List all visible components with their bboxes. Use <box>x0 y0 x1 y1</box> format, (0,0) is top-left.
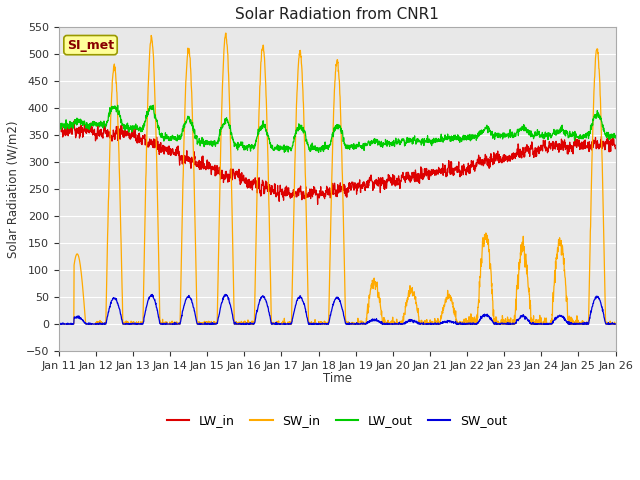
SW_in <box>499 321 507 327</box>
Text: SI_met: SI_met <box>67 38 114 52</box>
SW_out <box>578 321 586 326</box>
SW_in <box>210 321 218 327</box>
Legend: LW_in, SW_in, LW_out, SW_out: LW_in, SW_in, LW_out, SW_out <box>162 409 513 432</box>
SW_out <box>353 321 361 326</box>
LW_out <box>150 102 157 108</box>
LW_in <box>612 145 620 151</box>
SW_out <box>499 321 507 327</box>
SW_in <box>222 30 230 36</box>
SW_in <box>365 295 373 301</box>
LW_in <box>55 129 63 135</box>
SW_in <box>563 293 570 299</box>
LW_out <box>612 132 620 138</box>
LW_out <box>563 128 571 134</box>
Line: LW_in: LW_in <box>59 121 616 204</box>
LW_in <box>314 202 321 207</box>
SW_in <box>578 320 586 325</box>
SW_in <box>612 321 620 327</box>
X-axis label: Time: Time <box>323 372 351 385</box>
LW_in <box>366 178 374 184</box>
SW_out <box>365 319 373 325</box>
Y-axis label: Solar Radiation (W/m2): Solar Radiation (W/m2) <box>7 120 20 258</box>
LW_in <box>563 143 571 148</box>
Title: Solar Radiation from CNR1: Solar Radiation from CNR1 <box>235 7 439 22</box>
LW_out <box>55 125 63 131</box>
SW_in <box>353 321 361 326</box>
SW_out <box>612 321 620 327</box>
LW_out <box>354 143 362 149</box>
LW_in <box>579 145 586 151</box>
Line: LW_out: LW_out <box>59 105 616 153</box>
SW_out <box>563 319 570 324</box>
LW_out <box>366 142 374 147</box>
SW_out <box>55 321 63 327</box>
LW_in <box>70 118 78 124</box>
Line: SW_out: SW_out <box>59 294 616 324</box>
SW_out <box>210 321 218 327</box>
LW_out <box>315 150 323 156</box>
LW_in <box>211 166 218 172</box>
LW_in <box>500 153 508 158</box>
LW_out <box>211 140 218 145</box>
SW_out <box>221 291 229 297</box>
LW_in <box>354 185 362 191</box>
SW_in <box>55 321 63 327</box>
LW_out <box>579 135 586 141</box>
LW_out <box>500 132 508 138</box>
Line: SW_in: SW_in <box>59 33 616 324</box>
